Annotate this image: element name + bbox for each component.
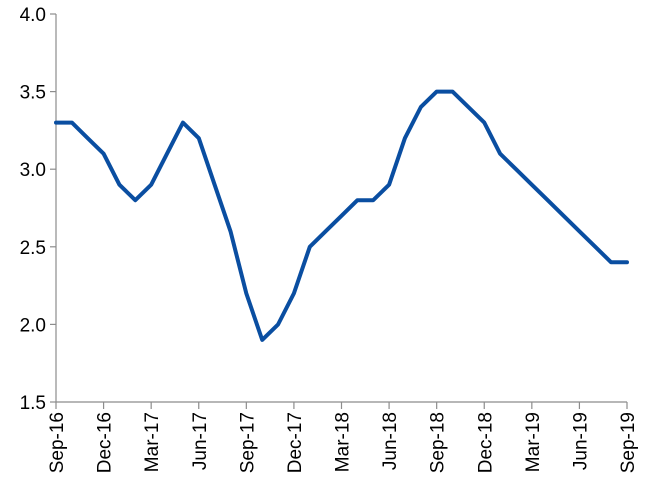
x-tick-label: Mar-19 <box>523 412 544 472</box>
x-axis: Sep-16 Dec-16 Mar-17 Jun-17 Sep-17 Dec-17 Mar-… <box>47 401 639 473</box>
y-axis: 1.5 2.0 2.5 3.0 3.5 4.0 <box>20 5 57 414</box>
x-tick-label: Dec-18 <box>475 412 496 473</box>
x-tick-label: Sep-16 <box>47 412 68 473</box>
x-tick-label: Mar-17 <box>142 412 163 472</box>
x-tick-label: Mar-18 <box>333 412 354 472</box>
x-tick-label: Dec-17 <box>285 412 306 473</box>
x-tick-label: Jun-18 <box>380 412 401 470</box>
y-tick-label: 1.5 <box>20 393 46 414</box>
x-tick-label: Jun-17 <box>190 412 211 470</box>
y-tick-label: 3.5 <box>20 83 46 104</box>
y-tick-label: 3.0 <box>20 160 46 181</box>
x-tick-label: Dec-16 <box>95 412 116 473</box>
x-tick-label: Sep-18 <box>428 412 449 473</box>
x-tick-label: Sep-17 <box>237 412 258 473</box>
x-tick-label: Sep-19 <box>618 412 639 473</box>
y-tick-label: 2.0 <box>20 315 46 336</box>
y-tick-label: 4.0 <box>20 5 46 26</box>
x-tick-label: Jun-19 <box>570 412 591 470</box>
y-tick-label: 2.5 <box>20 238 46 259</box>
series <box>54 89 629 342</box>
